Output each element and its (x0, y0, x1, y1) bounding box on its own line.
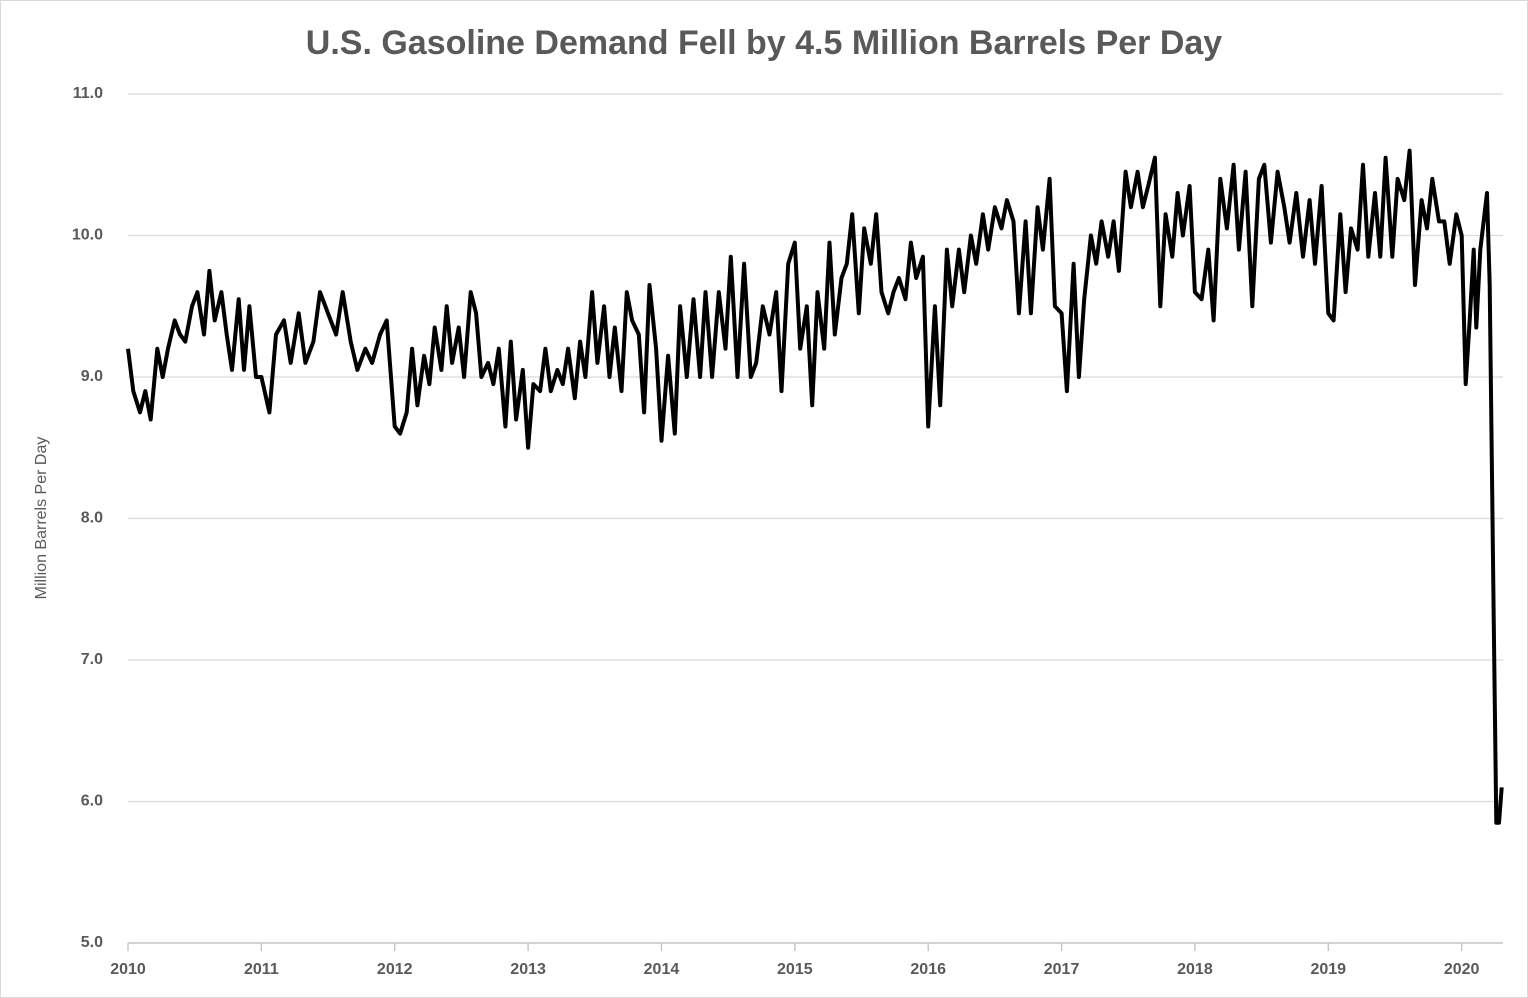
x-tick-label: 2010 (110, 961, 146, 978)
chart-title: U.S. Gasoline Demand Fell by 4.5 Million… (306, 24, 1223, 62)
y-tick-label: 11.0 (73, 85, 103, 102)
x-tick-label: 2012 (377, 961, 413, 978)
y-tick-label: 7.0 (81, 651, 103, 668)
y-tick-label: 9.0 (81, 368, 103, 385)
y-tick-label: 10.0 (72, 227, 103, 244)
x-tick-label: 2017 (1044, 961, 1080, 978)
x-tick-label: 2011 (244, 961, 279, 978)
x-tick-label: 2019 (1310, 961, 1346, 978)
y-tick-label: 8.0 (81, 510, 103, 527)
x-tick-label: 2016 (910, 961, 946, 978)
x-tick-label: 2020 (1444, 961, 1480, 978)
y-axis-title: Million Barrels Per Day (33, 437, 50, 600)
y-tick-label: 6.0 (81, 793, 103, 810)
x-tick-label: 2014 (644, 961, 680, 978)
x-tick-label: 2018 (1177, 961, 1213, 978)
y-tick-label: 5.0 (81, 934, 103, 951)
x-tick-label: 2015 (777, 961, 813, 978)
line-series (126, 148, 1504, 825)
x-tick-label: 2013 (510, 961, 546, 978)
